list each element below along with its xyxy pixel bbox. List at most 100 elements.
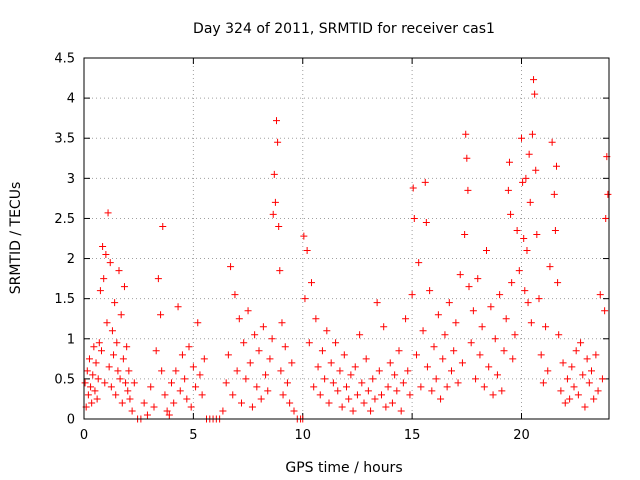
grid — [84, 58, 609, 419]
data-point — [500, 347, 508, 355]
data-point — [229, 391, 237, 399]
data-point — [432, 375, 440, 383]
data-point — [172, 367, 180, 375]
data-point — [130, 379, 138, 387]
data-point — [262, 371, 270, 379]
data-point — [581, 403, 589, 411]
data-point — [557, 387, 565, 395]
data-point — [502, 315, 510, 323]
data-point — [358, 379, 366, 387]
data-point — [84, 391, 92, 399]
data-point — [158, 367, 166, 375]
data-point — [98, 347, 105, 355]
data-point — [99, 243, 107, 251]
data-point — [95, 339, 103, 347]
data-point — [532, 166, 540, 174]
data-point — [577, 339, 585, 347]
data-point — [91, 387, 99, 395]
data-point — [507, 210, 515, 218]
data-point — [568, 363, 576, 371]
axis-ticks: 0 0.5 1 1.5 2 2.5 3 3.5 4 4.5 0 5 10 15 20 — [54, 52, 609, 443]
data-point — [240, 339, 248, 347]
data-point — [251, 331, 259, 339]
data-point — [275, 222, 283, 230]
data-point — [585, 379, 593, 387]
data-point — [590, 395, 598, 403]
data-point — [402, 315, 410, 323]
data-point — [522, 174, 530, 182]
data-point — [185, 343, 193, 351]
y-tick-label: 0 — [67, 413, 75, 428]
data-point — [528, 130, 536, 138]
data-point — [574, 391, 582, 399]
data-point — [426, 287, 434, 295]
data-point — [592, 351, 600, 359]
data-point — [178, 351, 186, 359]
data-point — [224, 351, 232, 359]
data-point — [554, 279, 562, 287]
data-point — [340, 351, 348, 359]
data-point — [268, 335, 276, 343]
x-axis-label: GPS time / hours — [285, 460, 402, 476]
data-points — [81, 76, 612, 423]
data-point — [566, 395, 574, 403]
data-point — [530, 76, 538, 84]
data-point — [238, 399, 245, 407]
data-point — [288, 359, 296, 367]
data-point — [550, 190, 558, 198]
data-point — [476, 351, 484, 359]
data-point — [259, 323, 267, 331]
data-point — [318, 347, 326, 355]
data-point — [559, 359, 567, 367]
data-point — [278, 319, 286, 327]
data-point — [89, 371, 97, 379]
x-tick-label: 15 — [404, 428, 421, 443]
data-point — [122, 379, 130, 387]
data-point — [231, 291, 239, 299]
data-point — [524, 299, 532, 307]
data-point — [469, 307, 477, 315]
data-point — [286, 399, 294, 407]
data-point — [143, 411, 151, 419]
data-point — [110, 351, 118, 359]
data-point — [409, 184, 417, 192]
data-point — [165, 411, 173, 419]
data-point — [198, 391, 206, 399]
data-point — [483, 247, 490, 255]
data-point — [519, 178, 527, 186]
data-point — [349, 407, 357, 415]
data-point — [126, 395, 134, 403]
data-point — [579, 371, 587, 379]
data-point — [551, 226, 559, 234]
data-point — [384, 383, 392, 391]
data-point — [300, 232, 308, 240]
data-point — [253, 383, 261, 391]
data-point — [161, 391, 169, 399]
data-point — [487, 303, 495, 311]
data-point — [101, 379, 109, 387]
data-point — [395, 347, 403, 355]
data-point — [111, 299, 119, 307]
data-point — [450, 347, 458, 355]
data-point — [233, 367, 241, 375]
data-point — [413, 351, 420, 359]
data-point — [570, 383, 578, 391]
data-point — [338, 403, 346, 411]
data-point — [124, 387, 132, 395]
data-point — [115, 267, 123, 275]
y-tick-label: 3.5 — [54, 132, 75, 147]
data-point — [264, 387, 272, 395]
data-point — [445, 299, 453, 307]
data-point — [181, 375, 189, 383]
data-point — [397, 407, 405, 415]
data-point — [283, 379, 291, 387]
x-tick-label: 0 — [80, 428, 88, 443]
data-point — [563, 375, 571, 383]
data-point — [327, 359, 335, 367]
data-point — [334, 387, 342, 395]
data-point — [561, 399, 569, 407]
data-point — [498, 387, 506, 395]
data-point — [345, 395, 353, 403]
data-point — [147, 383, 155, 391]
y-tick-label: 1.5 — [54, 292, 75, 307]
